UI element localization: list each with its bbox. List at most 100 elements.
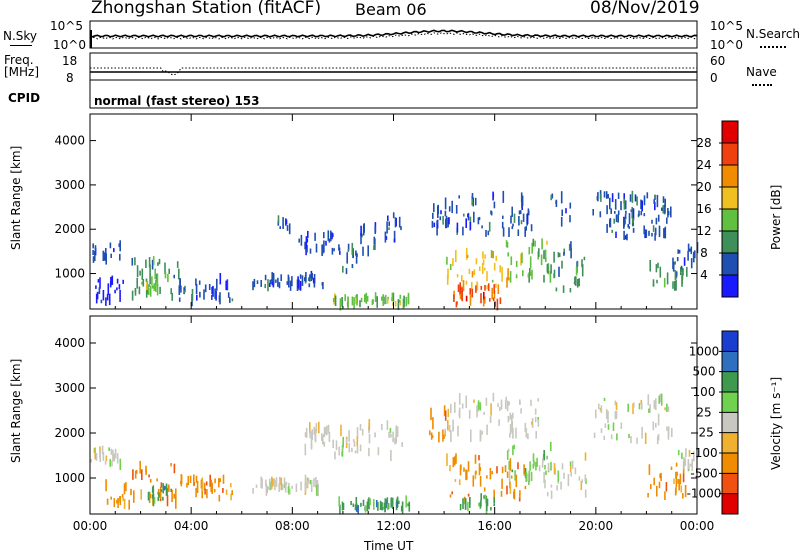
scatter-echo [660, 393, 663, 406]
scatter-echo [649, 260, 651, 272]
scatter-echo [518, 210, 521, 215]
scatter-echo [269, 279, 272, 284]
scatter-echo [654, 201, 656, 211]
scatter-echo [149, 493, 151, 499]
scatter-echo [553, 273, 555, 279]
scatter-echo [615, 402, 618, 411]
scatter-echo [119, 496, 122, 506]
colorbar-swatch [722, 275, 738, 297]
scatter-echo [272, 274, 275, 285]
scatter-echo [624, 214, 627, 220]
nave-label: Nave [746, 65, 777, 79]
scatter-echo [560, 191, 563, 204]
scatter-echo [628, 433, 630, 439]
scatter-echo [368, 447, 370, 457]
scatter-echo [653, 199, 655, 204]
scatter-echo [452, 427, 454, 432]
scatter-echo [278, 476, 281, 486]
scatter-echo [550, 484, 553, 488]
scatter-echo [489, 298, 491, 302]
scatter-echo [489, 416, 492, 423]
scatter-echo [687, 461, 690, 470]
scatter-echo [653, 400, 656, 409]
scatter-echo [661, 207, 663, 211]
scatter-echo [574, 276, 576, 283]
scatter-echo [568, 243, 571, 251]
scatter-echo [396, 426, 399, 437]
scatter-echo [505, 240, 508, 248]
scatter-echo [304, 432, 307, 438]
nsky-tick-low: 10^0 [53, 38, 86, 52]
scatter-echo [304, 443, 307, 456]
scatter-echo [348, 442, 351, 453]
scatter-echo [116, 287, 118, 291]
x-tick-label: 00:00 [680, 519, 715, 533]
scatter-echo [175, 496, 177, 509]
scatter-echo [645, 229, 648, 238]
scatter-echo [216, 278, 218, 291]
scatter-echo [280, 274, 282, 282]
scatter-echo [97, 279, 100, 283]
scatter-echo [338, 244, 340, 251]
scatter-echo [680, 485, 683, 493]
velocity-colorbar-label: Velocity [m s⁻¹] [769, 376, 783, 470]
scatter-echo [511, 226, 514, 230]
scatter-echo [152, 494, 155, 507]
scatter-echo [573, 281, 576, 285]
scatter-echo [260, 280, 262, 287]
scatter-echo [444, 210, 447, 217]
velocity-heatmap-panel: 1000 2000 3000 4000 00:00 04:00 08:00 12:00 16:0… [54, 315, 739, 533]
scatter-echo [483, 291, 485, 304]
scatter-echo [648, 230, 650, 236]
scatter-echo [534, 408, 537, 415]
scatter-echo [644, 432, 647, 444]
scatter-echo [353, 297, 355, 309]
scatter-echo [528, 272, 530, 283]
scatter-echo [392, 431, 394, 443]
scatter-echo [176, 261, 179, 268]
scatter-echo [119, 458, 122, 470]
scatter-echo [151, 285, 154, 289]
scatter-echo [157, 496, 160, 502]
scatter-echo [511, 206, 513, 217]
scatter-echo [473, 399, 475, 403]
scatter-echo [506, 277, 508, 288]
scatter-echo [106, 498, 109, 505]
scatter-echo [468, 268, 471, 274]
scatter-echo [134, 470, 137, 479]
scatter-echo [667, 208, 669, 218]
scatter-echo [342, 503, 345, 511]
scatter-echo [614, 199, 617, 210]
scatter-echo [399, 294, 402, 299]
scatter-echo [482, 259, 485, 265]
scatter-echo [448, 206, 451, 212]
scatter-echo [384, 231, 387, 243]
scatter-echo [475, 470, 477, 475]
scatter-echo [570, 247, 572, 259]
scatter-echo [447, 408, 450, 417]
scatter-echo [543, 250, 545, 260]
scatter-echo [180, 285, 182, 293]
scatter-echo [151, 494, 154, 499]
scatter-echo [433, 203, 435, 213]
scatter-echo [546, 240, 548, 245]
scatter-echo [436, 220, 438, 225]
scatter-echo [652, 225, 655, 232]
scatter-echo [500, 490, 503, 497]
scatter-echo [549, 270, 552, 283]
scatter-echo [355, 503, 358, 512]
scatter-echo [196, 294, 198, 301]
scatter-echo [486, 475, 488, 479]
scatter-echo [483, 495, 485, 499]
scatter-echo [110, 496, 112, 500]
scatter-echo [603, 435, 605, 440]
scatter-echo [186, 482, 188, 488]
scatter-echo [149, 478, 152, 483]
scatter-echo [633, 402, 635, 408]
scatter-echo [680, 265, 683, 270]
scatter-echo [392, 292, 395, 302]
scatter-echo [545, 257, 547, 262]
scatter-echo [306, 245, 308, 253]
scatter-echo [675, 471, 677, 479]
scatter-echo [482, 299, 485, 307]
